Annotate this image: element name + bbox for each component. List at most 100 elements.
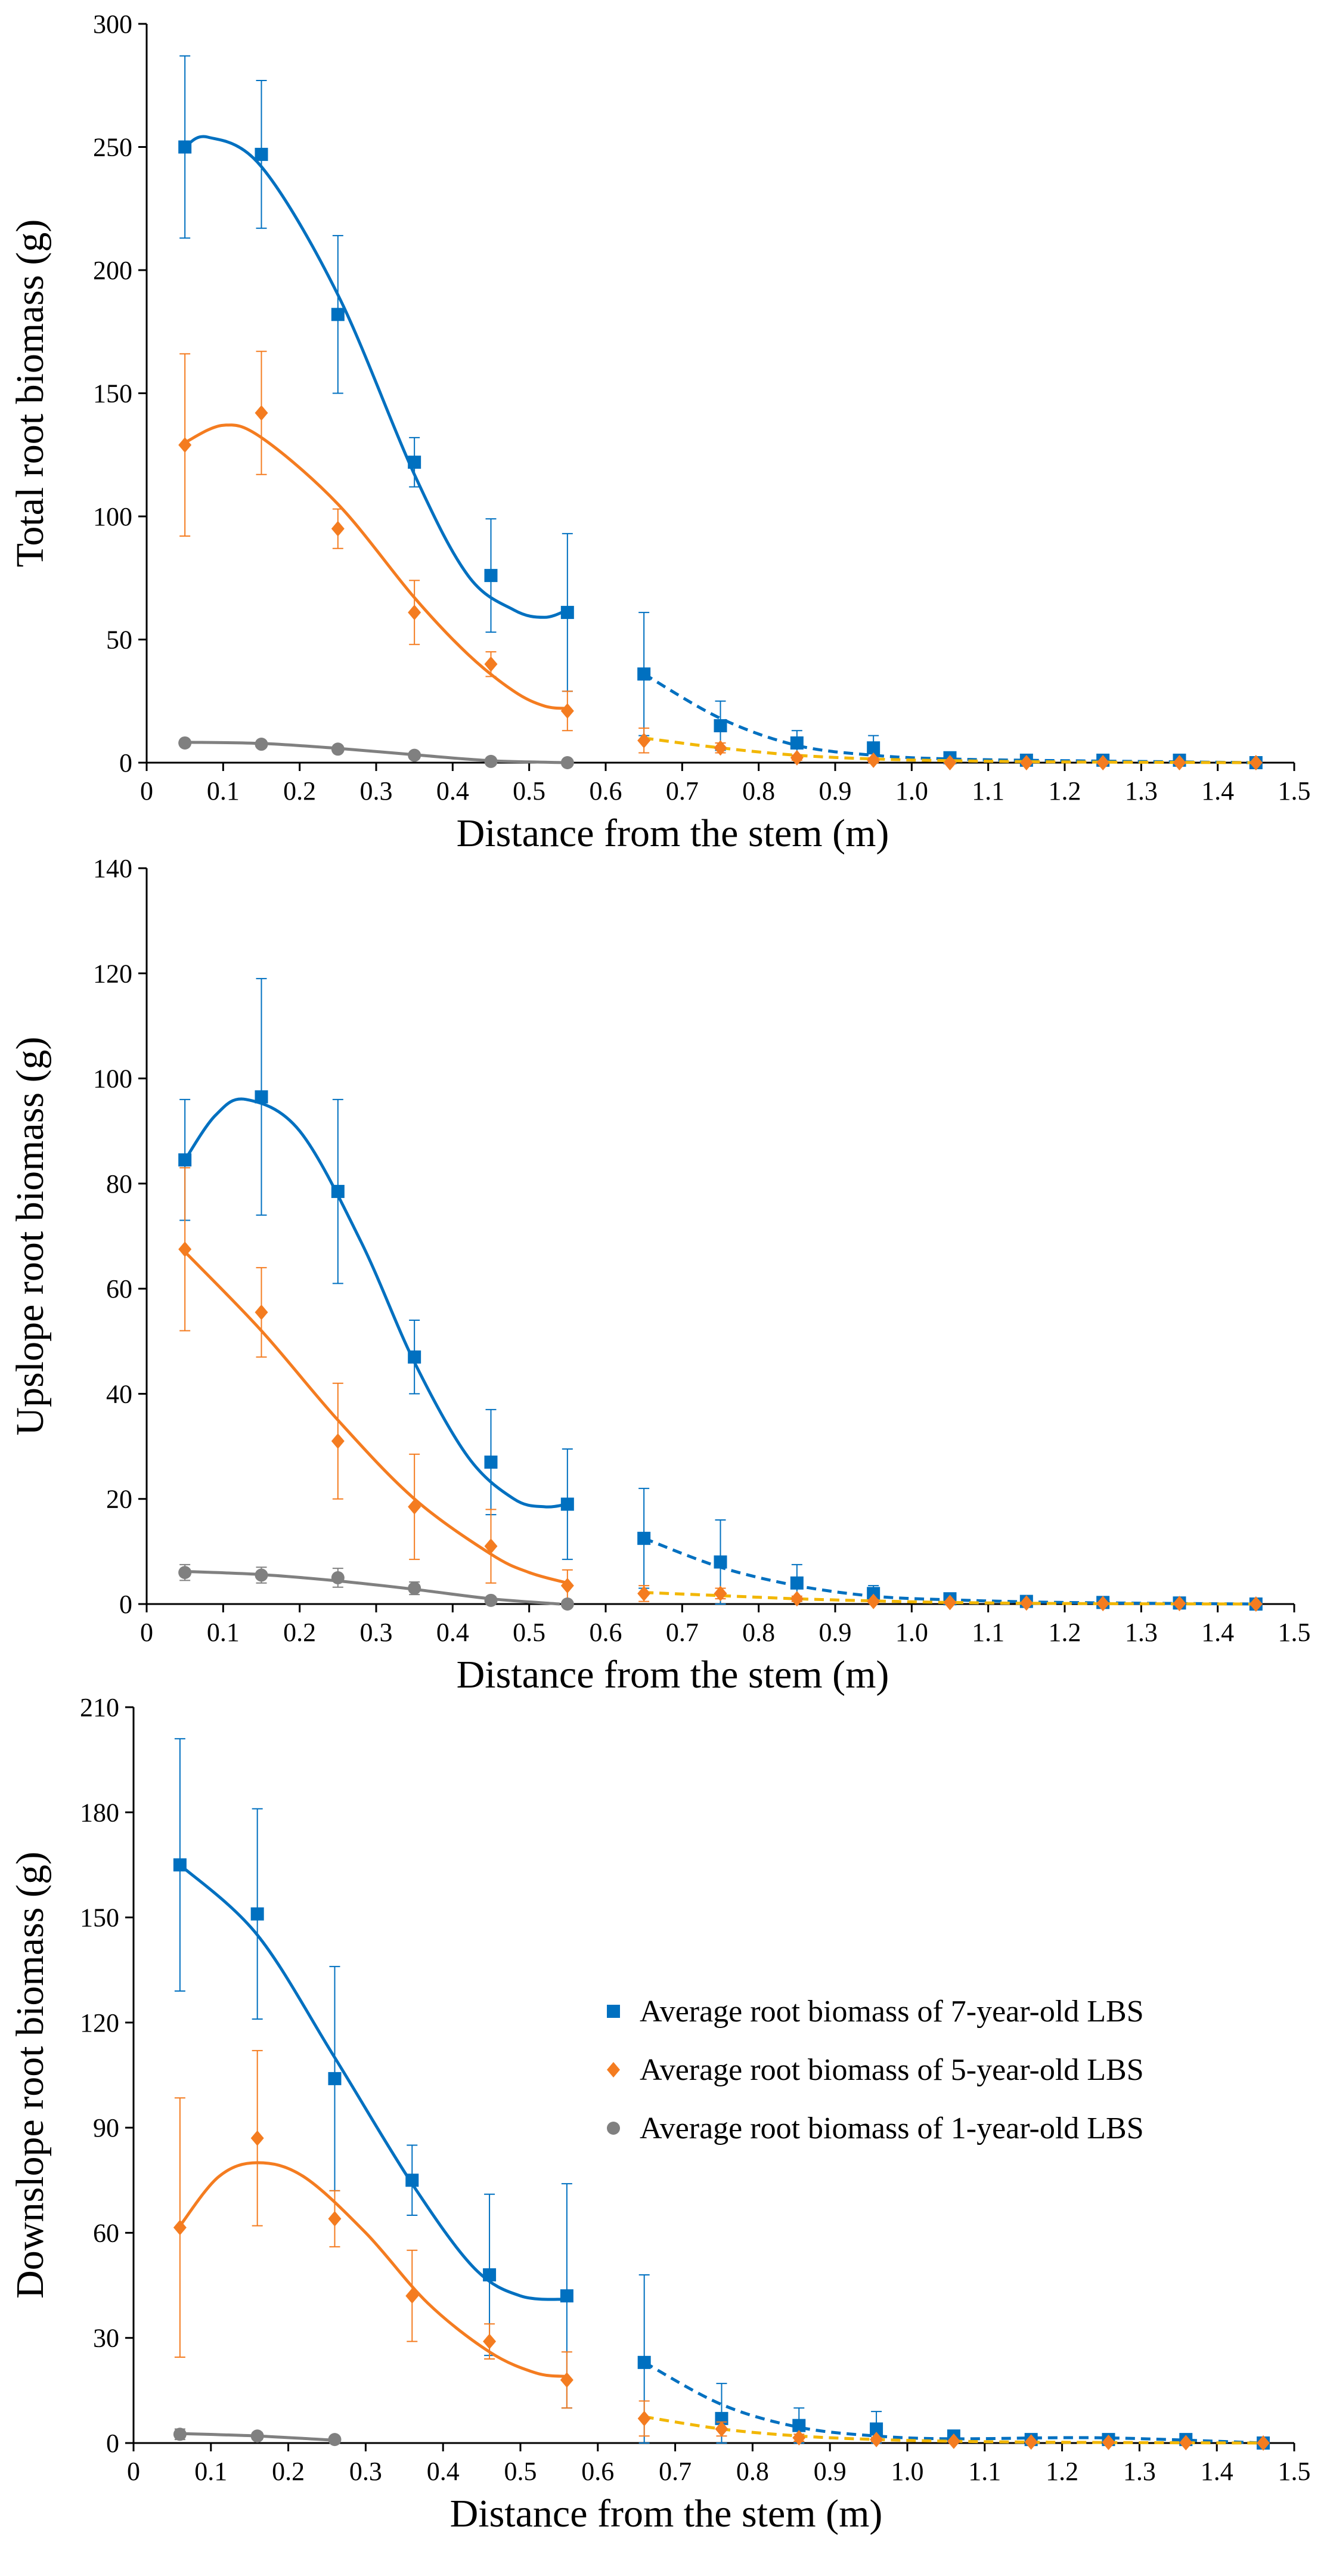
y-tick-label: 0 bbox=[119, 1590, 132, 1619]
x-tick-label: 0.4 bbox=[436, 776, 469, 806]
y-tick-label: 210 bbox=[80, 1693, 119, 1722]
data-point bbox=[1257, 2435, 1270, 2451]
trend-line-dashed bbox=[643, 2361, 1264, 2445]
trend-line-solid bbox=[184, 423, 568, 710]
data-point bbox=[178, 1566, 192, 1580]
data-point bbox=[637, 2355, 651, 2369]
legend-marker bbox=[607, 2122, 620, 2135]
data-point bbox=[408, 1350, 421, 1364]
data-point bbox=[484, 1456, 498, 1469]
data-point bbox=[250, 1907, 264, 1921]
x-tick-label: 1.4 bbox=[1201, 1618, 1234, 1647]
trend-line-solid bbox=[184, 135, 568, 619]
data-point bbox=[560, 2372, 573, 2388]
data-point bbox=[173, 2428, 187, 2441]
y-tick-label: 60 bbox=[93, 2218, 119, 2247]
data-point bbox=[637, 732, 651, 748]
y-tick-label: 40 bbox=[106, 1379, 132, 1408]
x-tick-label: 1.3 bbox=[1123, 2457, 1156, 2486]
data-point bbox=[331, 1433, 345, 1449]
trend-line-solid bbox=[178, 2161, 568, 2378]
series-1 bbox=[178, 55, 1263, 769]
x-tick-label: 0.4 bbox=[427, 2457, 460, 2486]
y-tick-label: 300 bbox=[93, 10, 132, 39]
data-point bbox=[867, 741, 880, 755]
data-point bbox=[867, 752, 880, 768]
data-point bbox=[714, 1555, 727, 1569]
chart-panel-2: 0 0.1 0.2 0.3 0.4 0.5 0.6 0.7 0.8 0.9 1.0 1.1 1.2 1.3… bbox=[8, 854, 1311, 1696]
data-point bbox=[870, 2432, 883, 2448]
data-point bbox=[178, 736, 192, 750]
y-tick-label: 20 bbox=[106, 1485, 132, 1514]
x-tick-label: 1.5 bbox=[1278, 2457, 1311, 2486]
x-tick-label: 0.3 bbox=[360, 776, 393, 806]
y-tick-label: 80 bbox=[106, 1169, 132, 1199]
data-point bbox=[947, 2433, 960, 2450]
trend-line-solid bbox=[185, 1569, 560, 1606]
data-point bbox=[408, 605, 421, 621]
data-point bbox=[331, 1571, 345, 1584]
data-point bbox=[1179, 2435, 1193, 2451]
series-3 bbox=[173, 2428, 342, 2447]
x-tick-label: 0.2 bbox=[283, 1618, 316, 1647]
data-point bbox=[331, 1185, 345, 1199]
y-tick-label: 50 bbox=[106, 626, 132, 655]
data-point bbox=[637, 667, 651, 681]
data-point bbox=[560, 1597, 574, 1611]
x-tick-label: 0.9 bbox=[814, 2457, 847, 2486]
data-point bbox=[560, 756, 574, 769]
data-point bbox=[255, 405, 268, 421]
x-tick-label: 1.2 bbox=[1049, 1618, 1081, 1647]
y-tick-label: 120 bbox=[93, 959, 132, 988]
trend-line-solid bbox=[179, 1863, 568, 2301]
x-tick-label: 1.4 bbox=[1201, 2457, 1233, 2486]
x-tick-label: 1.1 bbox=[972, 1618, 1004, 1647]
y-tick-label: 0 bbox=[106, 2429, 119, 2458]
data-point bbox=[560, 1578, 574, 1594]
series-1 bbox=[173, 1738, 1270, 2450]
x-tick-label: 0.1 bbox=[207, 1618, 240, 1647]
data-point bbox=[714, 719, 727, 733]
data-point bbox=[173, 2219, 187, 2236]
x-tick-label: 0.6 bbox=[581, 2457, 614, 2486]
trend-line-solid bbox=[184, 1097, 568, 1509]
legend-marker bbox=[607, 2005, 620, 2018]
data-point bbox=[328, 2072, 342, 2085]
x-tick-label: 0.6 bbox=[590, 1618, 622, 1647]
y-tick-label: 120 bbox=[80, 2008, 119, 2038]
data-point bbox=[867, 1587, 880, 1600]
data-point bbox=[483, 2333, 497, 2349]
y-tick-label: 90 bbox=[93, 2113, 119, 2142]
data-point bbox=[484, 1593, 498, 1607]
x-tick-label: 0.8 bbox=[742, 776, 775, 806]
data-point bbox=[484, 1538, 498, 1555]
data-point bbox=[178, 437, 192, 453]
data-point bbox=[1173, 1596, 1186, 1612]
data-point bbox=[328, 2433, 342, 2447]
x-tick-label: 1.4 bbox=[1201, 776, 1234, 806]
y-tick-label: 0 bbox=[119, 748, 132, 778]
x-tick-label: 0.5 bbox=[504, 2457, 537, 2486]
x-tick-label: 0.7 bbox=[659, 2457, 692, 2486]
y-tick-label: 30 bbox=[93, 2324, 119, 2353]
data-point bbox=[790, 1576, 804, 1590]
x-tick-label: 1.3 bbox=[1125, 1618, 1158, 1647]
series-2 bbox=[178, 1167, 1263, 1612]
data-point bbox=[714, 740, 727, 756]
x-tick-label: 0.9 bbox=[819, 776, 852, 806]
legend-label: Average root biomass of 5-year-old LBS bbox=[640, 2053, 1144, 2087]
data-point bbox=[637, 2410, 651, 2426]
x-tick-label: 0.8 bbox=[742, 1618, 775, 1647]
data-point bbox=[483, 2268, 497, 2281]
data-point bbox=[250, 2429, 264, 2443]
data-point bbox=[1019, 755, 1033, 770]
x-tick-label: 1.3 bbox=[1125, 776, 1158, 806]
data-point bbox=[255, 147, 268, 161]
data-point bbox=[560, 606, 574, 620]
data-point bbox=[484, 569, 498, 583]
trend-line-solid bbox=[184, 1250, 568, 1585]
y-tick-label: 60 bbox=[106, 1274, 132, 1304]
data-point bbox=[408, 748, 421, 762]
x-tick-label: 0.1 bbox=[194, 2457, 227, 2486]
